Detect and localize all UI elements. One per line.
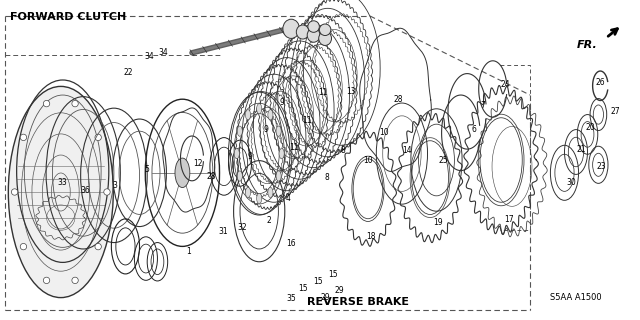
Text: 30: 30 <box>566 178 577 187</box>
Ellipse shape <box>95 244 101 250</box>
Text: 13: 13 <box>346 87 356 96</box>
Text: 7: 7 <box>481 101 486 110</box>
Text: 1: 1 <box>186 247 191 256</box>
Text: 16: 16 <box>286 239 296 248</box>
Text: 11: 11 <box>319 88 328 97</box>
Text: 34: 34 <box>144 52 154 60</box>
Ellipse shape <box>268 187 273 197</box>
Ellipse shape <box>12 189 18 195</box>
Text: 28: 28 <box>394 95 403 104</box>
Ellipse shape <box>276 126 281 136</box>
Text: 10: 10 <box>379 128 389 137</box>
Text: 12: 12 <box>194 159 203 168</box>
Text: 31: 31 <box>218 227 228 236</box>
Text: 3: 3 <box>113 181 118 190</box>
Ellipse shape <box>319 24 331 36</box>
Text: 36: 36 <box>80 186 90 195</box>
Text: 33: 33 <box>57 178 67 187</box>
Ellipse shape <box>257 104 262 114</box>
Text: 9: 9 <box>263 125 268 134</box>
Ellipse shape <box>245 187 250 197</box>
Text: 5: 5 <box>145 165 150 174</box>
Ellipse shape <box>307 28 320 42</box>
Ellipse shape <box>245 110 250 120</box>
Ellipse shape <box>308 21 319 32</box>
Text: 25: 25 <box>438 156 448 164</box>
Text: 4: 4 <box>285 194 291 203</box>
Text: 35: 35 <box>286 294 296 303</box>
Ellipse shape <box>237 126 243 136</box>
Ellipse shape <box>104 189 110 195</box>
Ellipse shape <box>283 19 300 38</box>
Ellipse shape <box>237 171 243 181</box>
Text: 23: 23 <box>596 162 607 171</box>
Text: 17: 17 <box>504 215 514 224</box>
Ellipse shape <box>319 31 332 45</box>
Ellipse shape <box>44 277 50 284</box>
Text: 11: 11 <box>303 116 312 124</box>
Text: 34: 34 <box>158 48 168 57</box>
Text: 19: 19 <box>433 218 444 227</box>
Text: 9: 9 <box>279 98 284 107</box>
Ellipse shape <box>44 100 50 107</box>
Ellipse shape <box>175 158 190 188</box>
Ellipse shape <box>72 277 78 284</box>
Text: 20: 20 <box>585 123 595 132</box>
Text: 2: 2 <box>266 216 271 225</box>
Text: 14: 14 <box>402 146 412 155</box>
Ellipse shape <box>72 100 78 107</box>
Text: 15: 15 <box>298 284 308 293</box>
Text: 9: 9 <box>247 152 252 161</box>
Text: 29: 29 <box>320 293 330 302</box>
Text: 15: 15 <box>313 277 323 286</box>
Text: FR.: FR. <box>577 40 598 50</box>
Text: 8: 8 <box>324 173 329 182</box>
Text: 22: 22 <box>124 68 132 77</box>
Text: 6: 6 <box>471 125 476 134</box>
Text: 26: 26 <box>595 78 605 87</box>
Text: 27: 27 <box>611 107 621 116</box>
Ellipse shape <box>234 148 239 159</box>
Ellipse shape <box>8 86 113 298</box>
Ellipse shape <box>257 193 262 204</box>
Text: 8: 8 <box>340 146 345 155</box>
Ellipse shape <box>296 25 309 39</box>
Ellipse shape <box>95 134 101 140</box>
Text: 10: 10 <box>363 156 373 164</box>
Text: 18: 18 <box>367 232 376 241</box>
Ellipse shape <box>20 244 27 250</box>
Text: S5AA A1500: S5AA A1500 <box>550 293 602 302</box>
Ellipse shape <box>20 134 27 140</box>
Text: FORWARD CLUTCH: FORWARD CLUTCH <box>10 12 126 22</box>
Ellipse shape <box>279 148 284 159</box>
Ellipse shape <box>268 110 273 120</box>
Ellipse shape <box>276 171 281 181</box>
Text: 15: 15 <box>328 270 338 279</box>
Text: 32: 32 <box>237 223 247 232</box>
Text: 24: 24 <box>500 80 511 89</box>
Text: 21: 21 <box>577 145 586 154</box>
Text: 29: 29 <box>334 286 344 295</box>
Text: REVERSE BRAKE: REVERSE BRAKE <box>307 297 410 308</box>
Text: 11: 11 <box>290 143 299 152</box>
Text: 28: 28 <box>207 172 216 181</box>
